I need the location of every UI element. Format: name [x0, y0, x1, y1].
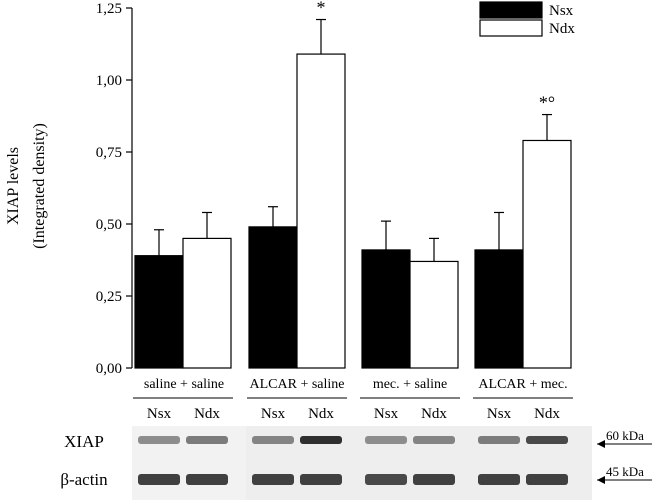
bar-ndx: [296, 53, 346, 369]
lane-label: Ndx: [194, 406, 220, 422]
xiap-band: [365, 436, 407, 444]
bar-nsx: [361, 249, 411, 369]
bar-ndx: [409, 260, 459, 369]
group-label: ALCAR + mec.: [478, 377, 567, 392]
lane-label: Nsx: [374, 406, 399, 422]
xiap-band: [300, 436, 342, 444]
bars: [134, 18, 572, 369]
xiap-band: [252, 436, 294, 444]
bar-nsx: [134, 255, 184, 369]
group-label: mec. + saline: [373, 377, 447, 392]
actin-band: [413, 474, 455, 485]
lane-label: Ndx: [308, 406, 334, 422]
lane-label: Nsx: [147, 406, 172, 422]
bar-ndx: [522, 139, 572, 369]
y-tick-label: 0,00: [96, 361, 122, 377]
western-blot: XIAP 60 kDa β-actin 45 kDa: [60, 426, 652, 500]
arrow-icon: [597, 476, 605, 484]
significance-annotations: * *°: [317, 0, 556, 113]
kda-marker: 60 kDa: [606, 428, 644, 443]
actin-band: [478, 474, 520, 485]
xiap-band: [186, 436, 228, 444]
legend-swatch-ndx: [479, 19, 543, 37]
group-labels: saline + saline ALCAR + saline mec. + sali…: [133, 377, 573, 399]
legend-swatch-nsx: [479, 1, 543, 19]
xiap-band: [478, 436, 520, 444]
actin-row-label: β-actin: [60, 470, 108, 489]
bar-nsx: [248, 226, 298, 369]
y-tick-label: 1,25: [96, 1, 122, 17]
legend-label-ndx: Ndx: [549, 21, 575, 37]
xiap-band: [413, 436, 455, 444]
y-tick-label: 1,00: [96, 73, 122, 89]
lane-label: Nsx: [487, 406, 512, 422]
arrow-icon: [597, 440, 605, 448]
lane-label: Ndx: [421, 406, 447, 422]
bar-ndx: [182, 237, 232, 369]
y-axis-label-line1: XIAP levels: [5, 147, 22, 225]
lane-label: Nsx: [261, 406, 286, 422]
actin-band: [300, 474, 342, 485]
bar-nsx: [474, 249, 524, 369]
group-label: ALCAR + saline: [250, 377, 345, 392]
legend-label-nsx: Nsx: [549, 3, 574, 19]
legend: Nsx Ndx: [479, 1, 575, 37]
actin-band: [186, 474, 228, 485]
xiap-band: [138, 436, 180, 444]
actin-band: [365, 474, 407, 485]
group-label: saline + saline: [144, 377, 224, 392]
lane-labels: Nsx Ndx Nsx Ndx Nsx Ndx Nsx Ndx: [147, 406, 560, 422]
xiap-row-label: XIAP: [64, 432, 104, 451]
actin-band: [526, 474, 568, 485]
actin-band: [138, 474, 180, 485]
actin-band: [252, 474, 294, 485]
xiap-band: [526, 436, 568, 444]
kda-marker: 45 kDa: [606, 464, 644, 479]
y-axis-label-line2: (Integrated density): [31, 123, 48, 249]
significance-marker: *°: [539, 93, 555, 113]
lane-label: Ndx: [534, 406, 560, 422]
y-tick-label: 0,50: [96, 217, 122, 233]
y-tick-label: 0,25: [96, 289, 122, 305]
y-axis: 0,00 0,25 0,50 0,75 1,00 1,25: [96, 1, 133, 377]
significance-marker: *: [317, 0, 326, 18]
y-tick-label: 0,75: [96, 145, 122, 161]
